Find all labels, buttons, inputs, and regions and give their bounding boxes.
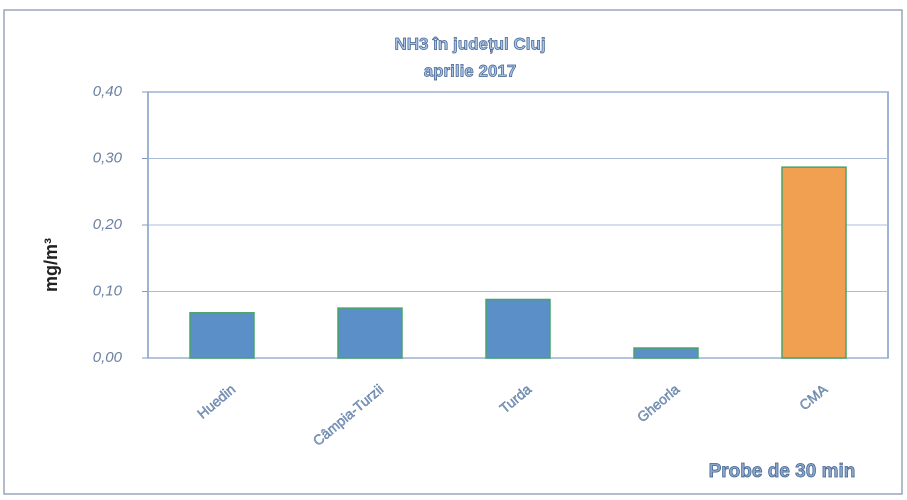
y-axis-label: mg/m³ [41,238,61,292]
y-tick-label: 0,20 [93,216,123,233]
bar [485,298,551,359]
y-tick-label: 0,40 [93,83,123,100]
chart-frame [3,9,903,495]
bar [633,347,699,359]
chart-subtitle: aprilie 2017 [424,61,517,80]
y-tick-label: 0,00 [93,349,123,366]
bar [781,166,847,359]
bar [337,307,403,359]
bar [189,312,255,359]
annotation: Probe de 30 min [709,461,856,482]
y-tick-label: 0,10 [93,282,123,299]
y-tick-label: 0,30 [93,149,123,166]
chart-title: NH3 în județul Cluj [394,34,545,53]
